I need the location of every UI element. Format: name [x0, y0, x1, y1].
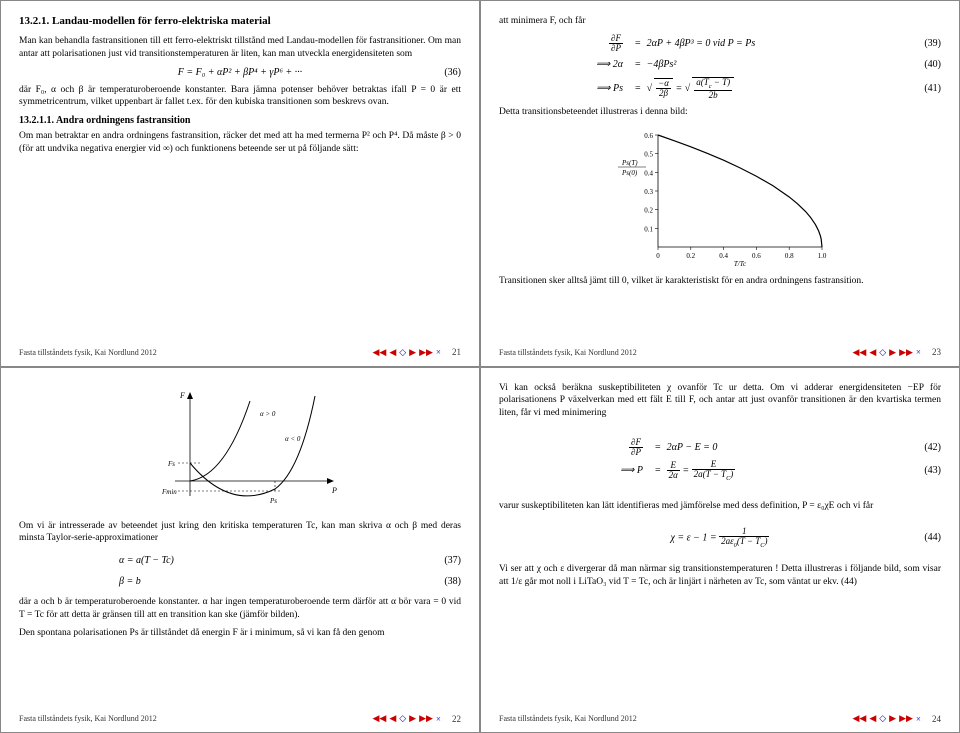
nav-first-icon[interactable]: ◀◀: [852, 347, 866, 358]
nav-diamond-icon[interactable]: ◇: [399, 347, 406, 358]
svg-text:0.4: 0.4: [719, 252, 728, 260]
nav-next-icon[interactable]: ▶: [889, 713, 896, 724]
svg-text:0.4: 0.4: [644, 169, 653, 177]
svg-text:0.2: 0.2: [644, 206, 653, 214]
svg-text:α > 0: α > 0: [260, 410, 276, 418]
svg-text:Fmin: Fmin: [161, 488, 177, 496]
page-footer: Fasta tillståndets fysik, Kai Nordlund 2…: [19, 709, 461, 724]
paragraph: att minimera F, och får: [499, 15, 941, 28]
paragraph: Vi ser att χ och ε divergerar då man när…: [499, 563, 941, 589]
svg-text:0.3: 0.3: [644, 188, 653, 196]
nav-close-icon[interactable]: ×: [916, 714, 921, 724]
nav-prev-icon[interactable]: ◀: [389, 713, 396, 724]
nav-prev-icon[interactable]: ◀: [389, 347, 396, 358]
equation-36: F = F₀ + αP² + βP⁴ + γP⁶ + ··· (36): [19, 67, 461, 78]
subsection-title: 13.2.1.1. Andra ordningens fastransition: [19, 115, 461, 126]
page-number: 24: [932, 714, 941, 724]
svg-text:α < 0: α < 0: [285, 435, 301, 443]
footer-text: Fasta tillståndets fysik, Kai Nordlund 2…: [19, 348, 157, 357]
footer-text: Fasta tillståndets fysik, Kai Nordlund 2…: [499, 348, 637, 357]
page-21: 13.2.1. Landau-modellen för ferro-elektr…: [0, 0, 480, 367]
svg-text:0.5: 0.5: [644, 150, 653, 158]
nav-last-icon[interactable]: ▶▶: [899, 713, 913, 724]
nav-first-icon[interactable]: ◀◀: [852, 713, 866, 724]
page-23: att minimera F, och får ∂F∂P = 2αP + 4βP…: [480, 0, 960, 367]
nav-diamond-icon[interactable]: ◇: [879, 347, 886, 358]
nav-controls: ◀◀ ◀ ◇ ▶ ▶▶ × 23: [852, 347, 941, 358]
page-number: 23: [932, 347, 941, 357]
nav-diamond-icon[interactable]: ◇: [399, 713, 406, 724]
svg-text:0: 0: [656, 252, 660, 260]
paragraph: Om man betraktar en andra ordningens fas…: [19, 130, 461, 156]
paragraph: Man kan behandla fastransitionen till et…: [19, 35, 461, 61]
nav-controls: ◀◀ ◀ ◇ ▶ ▶▶ × 21: [372, 347, 461, 358]
footer-text: Fasta tillståndets fysik, Kai Nordlund 2…: [19, 714, 157, 723]
paragraph: Om vi är intresserade av beteendet just …: [19, 520, 461, 546]
paragraph: varur suskeptibiliteten kan lätt identif…: [499, 500, 941, 513]
footer-text: Fasta tillståndets fysik, Kai Nordlund 2…: [499, 714, 637, 723]
nav-controls: ◀◀ ◀ ◇ ▶ ▶▶ × 22: [372, 713, 461, 724]
transition-chart: 0.1 0.2 0.3 0.4 0.5 0.6 0 0.2 0.4 0.6 0.8 1.0 Ps(T) P…: [499, 127, 941, 267]
svg-text:P: P: [331, 486, 337, 495]
nav-controls: ◀◀ ◀ ◇ ▶ ▶▶ × 24: [852, 713, 941, 724]
nav-diamond-icon[interactable]: ◇: [879, 713, 886, 724]
svg-text:0.2: 0.2: [686, 252, 695, 260]
section-title: 13.2.1. Landau-modellen för ferro-elektr…: [19, 15, 461, 27]
nav-close-icon[interactable]: ×: [916, 347, 921, 357]
svg-text:Ps(T): Ps(T): [621, 159, 638, 167]
equation-block: ∂F∂P = 2αP − E = 0 (42) ⟹ P = E2α = E2a(…: [499, 438, 941, 482]
paragraph: Detta transitionsbeteendet illustreras i…: [499, 106, 941, 119]
svg-text:T/Tc: T/Tc: [734, 260, 747, 267]
paragraph: Vi kan också beräkna suskeptibiliteten χ…: [499, 382, 941, 420]
nav-next-icon[interactable]: ▶: [889, 347, 896, 358]
equation-44: χ = ε − 1 = 12aε0(T − TC) (44): [499, 527, 941, 549]
energy-chart: F Pα > 0 α < 0 Fs Fmin Ps: [19, 386, 461, 516]
equation-block: α = a(T − Tc) (37) β = b (38): [19, 551, 461, 590]
svg-text:Fs: Fs: [167, 460, 175, 468]
nav-prev-icon[interactable]: ◀: [869, 347, 876, 358]
equation-block: ∂F∂P = 2αP + 4βP³ = 0 vid P = Ps (39) ⟹ …: [499, 34, 941, 100]
nav-next-icon[interactable]: ▶: [409, 347, 416, 358]
svg-text:0.6: 0.6: [644, 132, 653, 140]
nav-next-icon[interactable]: ▶: [409, 713, 416, 724]
page-footer: Fasta tillståndets fysik, Kai Nordlund 2…: [499, 343, 941, 358]
nav-first-icon[interactable]: ◀◀: [372, 347, 386, 358]
nav-last-icon[interactable]: ▶▶: [899, 347, 913, 358]
svg-text:1.0: 1.0: [818, 252, 827, 260]
nav-close-icon[interactable]: ×: [436, 714, 441, 724]
paragraph: där F₀, α och β är temperaturoberoende k…: [19, 84, 461, 110]
svg-text:0.6: 0.6: [752, 252, 761, 260]
page-number: 22: [452, 714, 461, 724]
chart-svg: F Pα > 0 α < 0 Fs Fmin Ps: [140, 386, 340, 516]
nav-last-icon[interactable]: ▶▶: [419, 347, 433, 358]
nav-close-icon[interactable]: ×: [436, 347, 441, 357]
svg-text:0.1: 0.1: [644, 225, 653, 233]
nav-first-icon[interactable]: ◀◀: [372, 713, 386, 724]
chart-svg: 0.1 0.2 0.3 0.4 0.5 0.6 0 0.2 0.4 0.6 0.8 1.0 Ps(T) P…: [610, 127, 830, 267]
nav-prev-icon[interactable]: ◀: [869, 713, 876, 724]
page-footer: Fasta tillståndets fysik, Kai Nordlund 2…: [499, 709, 941, 724]
svg-text:Ps(0): Ps(0): [621, 169, 638, 177]
page-number: 21: [452, 347, 461, 357]
svg-text:Ps: Ps: [269, 497, 277, 505]
page-22: F Pα > 0 α < 0 Fs Fmin Ps Om vi är intressera…: [0, 367, 480, 733]
page-footer: Fasta tillståndets fysik, Kai Nordlund 2…: [19, 343, 461, 358]
page-24: Vi kan också beräkna suskeptibiliteten χ…: [480, 367, 960, 733]
svg-text:F: F: [179, 391, 185, 400]
paragraph: där a och b är temperaturoberoende konst…: [19, 596, 461, 622]
paragraph: Transitionen sker alltså jämt till 0, vi…: [499, 275, 941, 288]
svg-text:0.8: 0.8: [785, 252, 794, 260]
paragraph: Den spontana polarisationen Ps är tillst…: [19, 627, 461, 640]
nav-last-icon[interactable]: ▶▶: [419, 713, 433, 724]
